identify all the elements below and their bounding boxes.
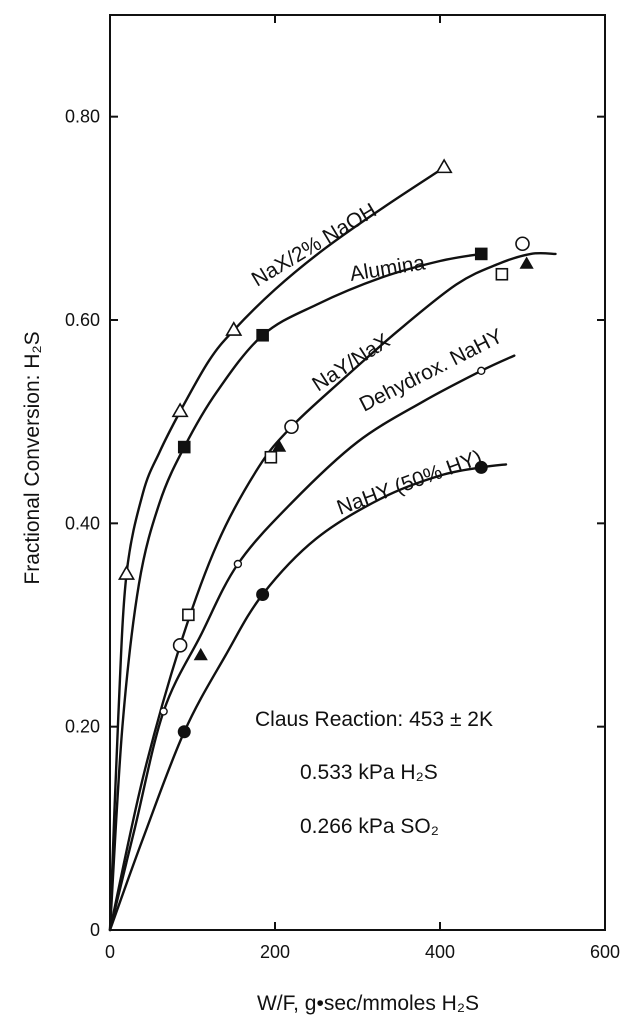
y-tick-label: 0.20 xyxy=(65,717,100,737)
series-line-1 xyxy=(108,252,483,932)
axes: 0 200 400 600 0 0.20 0.40 0.60 0.80 xyxy=(65,14,620,962)
annotation-h2s: 0.533 kPa H₂S xyxy=(300,761,438,784)
y-tick-label: 0.40 xyxy=(65,513,100,533)
data-point-s1-p2 xyxy=(474,247,488,261)
plot-frame xyxy=(109,14,606,931)
x-tick-label: 400 xyxy=(425,942,455,962)
markers xyxy=(117,158,534,739)
data-point-s5-p0 xyxy=(159,707,168,716)
data-point-s3-p0 xyxy=(182,608,195,622)
data-point-s6-p0 xyxy=(177,725,191,739)
data-point-s6-p2 xyxy=(474,460,488,474)
data-point-s4-p0 xyxy=(193,647,208,661)
data-point-s1-p1 xyxy=(256,328,269,342)
data-point-s0-p0 xyxy=(117,565,136,580)
y-tick-label: 0.80 xyxy=(65,107,100,127)
y-tick-label: 0.60 xyxy=(65,310,100,330)
data-point-s2-p0 xyxy=(172,638,188,653)
data-point-s0-p2 xyxy=(225,321,243,336)
data-point-s3-p2 xyxy=(495,267,509,281)
data-point-s1-p0 xyxy=(177,440,191,454)
series-line-6 xyxy=(108,463,508,932)
data-point-s0-p1 xyxy=(171,402,189,418)
series-label-alumina: Alumina xyxy=(348,251,427,286)
data-point-s5-p1 xyxy=(233,559,243,569)
annotation-so2: 0.266 kPa SO₂ xyxy=(300,815,439,838)
y-axis-title: Fractional Conversion: H₂S xyxy=(21,331,44,584)
annotation-claus: Claus Reaction: 453 ± 2K xyxy=(255,708,493,731)
x-tick-label: 0 xyxy=(105,942,115,962)
data-point-s3-p1 xyxy=(264,450,278,464)
y-tick-label: 0 xyxy=(90,920,100,940)
x-tick-label: 200 xyxy=(260,942,290,962)
data-point-s2-p1 xyxy=(284,419,299,435)
data-point-s6-p1 xyxy=(256,588,270,601)
data-point-s2-p2 xyxy=(515,236,530,252)
series-label-nahy-50: NaHY (50% HY) xyxy=(334,446,485,520)
x-axis-title: W/F, g•sec/mmoles H₂S xyxy=(257,992,479,1015)
data-point-s4-p1 xyxy=(272,439,287,452)
series-line-5 xyxy=(108,354,516,932)
x-tick-label: 600 xyxy=(590,942,620,962)
data-point-s4-p2 xyxy=(519,256,534,269)
data-point-s0-p3 xyxy=(435,158,453,174)
data-point-s5-p2 xyxy=(477,366,486,376)
